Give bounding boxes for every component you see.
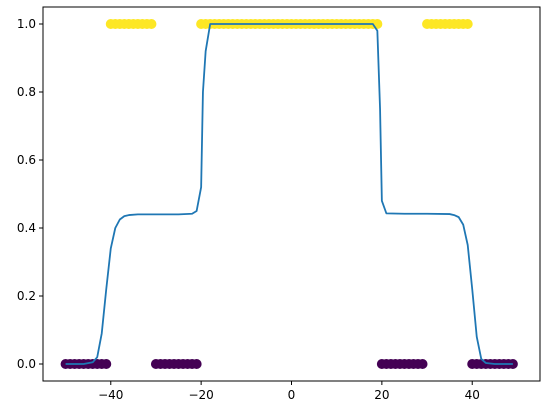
fit-line xyxy=(65,23,513,365)
y-tick-label: 0.8 xyxy=(17,85,36,99)
scatter-points xyxy=(60,19,518,369)
y-tick-label: 0.2 xyxy=(17,289,36,303)
y-tick-label: 1.0 xyxy=(17,17,36,31)
scatter-point xyxy=(101,359,112,369)
axes: −40 −20 0 20 40 0.0 0.2 0.4 0.6 0.8 1.0 xyxy=(17,6,541,402)
x-tick-label: 0 xyxy=(288,388,296,402)
scatter-point xyxy=(146,19,157,29)
y-tick-label: 0.6 xyxy=(17,153,36,167)
x-tick-label: 40 xyxy=(465,388,480,402)
fit-line-layer xyxy=(65,23,513,365)
scatter-point xyxy=(417,359,428,369)
y-tick-label: 0.4 xyxy=(17,221,36,235)
y-tick-label: 0.0 xyxy=(17,357,36,371)
x-tick-label: 20 xyxy=(374,388,389,402)
scatter-point xyxy=(191,359,202,369)
scatter-point xyxy=(462,19,473,29)
x-tick-label: −40 xyxy=(98,388,123,402)
x-tick-label: −20 xyxy=(188,388,213,402)
